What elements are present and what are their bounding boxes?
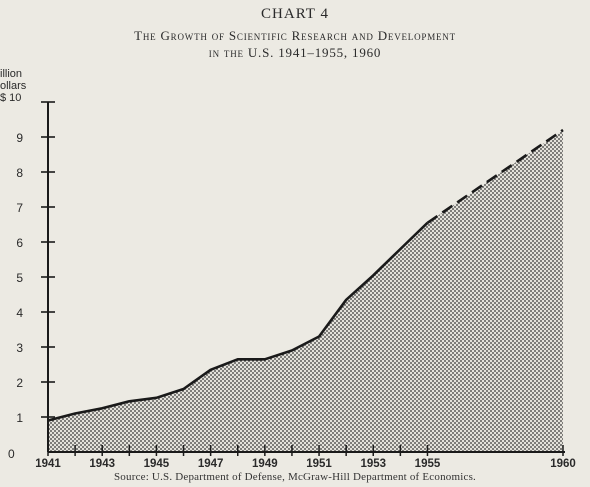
plot-area: 1 2 3 4 5 6 7 8 9 0 1941 1943 1945 1947 1949 1951 1953 19… (8, 101, 576, 470)
x-tick-label: 1955 (415, 458, 441, 470)
y-tick-label: 5 (16, 271, 23, 285)
y-tick-label-zero: 0 (8, 447, 15, 461)
y-tick-label: 3 (16, 341, 23, 355)
x-tick-label: 1941 (35, 458, 61, 470)
chart-header: CHART 4 The Growth of Scientific Researc… (0, 4, 590, 61)
x-tick-label: 1953 (360, 458, 386, 470)
y-tick-label: 1 (16, 411, 23, 425)
y-tick-label: 2 (16, 376, 23, 390)
x-tick-label: 1943 (89, 458, 115, 470)
x-tick-label: 1951 (306, 458, 332, 470)
area-chart: 1 2 3 4 5 6 7 8 9 0 1941 1943 1945 1947 1949 1951 1953 19… (8, 101, 576, 470)
chart-title: The Growth of Scientific Research and De… (0, 27, 590, 61)
y-tick-label: 7 (16, 201, 23, 215)
y-tick-label: 6 (16, 236, 23, 250)
x-tick-label: 1949 (252, 458, 278, 470)
y-tick-label: 4 (16, 306, 23, 320)
growth-line (47, 221, 429, 422)
x-tick-label: 1945 (144, 458, 170, 470)
x-tick-label: 1960 (550, 458, 576, 470)
area-fill (48, 130, 563, 452)
source-note: Source: U.S. Department of Defense, McGr… (113, 471, 477, 483)
y-tick-label: 8 (16, 166, 23, 180)
y-tick-label: 9 (16, 131, 23, 145)
projection-line (426, 128, 564, 224)
x-tick-label: 1947 (198, 458, 224, 470)
chart-title-line-2: in the U.S. 1941–1955, 1960 (208, 45, 382, 60)
y-axis-label: illion ollars $ 10 (0, 68, 27, 104)
chart-title-line-1: The Growth of Scientific Research and De… (134, 28, 456, 43)
chart-number: CHART 4 (261, 6, 329, 22)
